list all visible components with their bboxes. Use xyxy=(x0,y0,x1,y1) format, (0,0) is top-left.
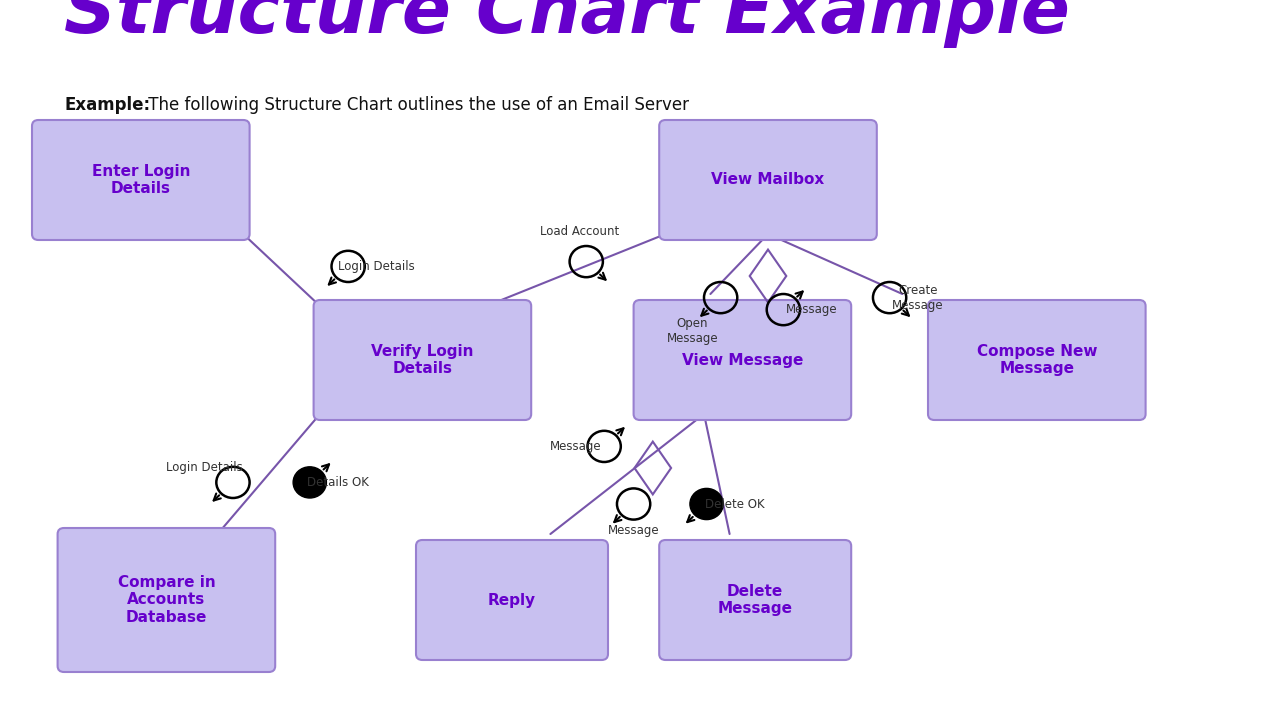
Text: Load Account: Load Account xyxy=(540,225,620,238)
Text: Message: Message xyxy=(786,303,837,316)
Text: Structure Chart Example: Structure Chart Example xyxy=(64,0,1070,48)
FancyBboxPatch shape xyxy=(32,120,250,240)
Circle shape xyxy=(690,488,723,520)
Text: Reply: Reply xyxy=(488,593,536,608)
Text: View Message: View Message xyxy=(682,353,803,367)
Text: Message: Message xyxy=(608,524,659,537)
Text: Details OK: Details OK xyxy=(307,476,369,489)
FancyBboxPatch shape xyxy=(659,120,877,240)
FancyBboxPatch shape xyxy=(634,300,851,420)
Text: Message: Message xyxy=(550,440,602,453)
FancyBboxPatch shape xyxy=(58,528,275,672)
Text: The following Structure Chart outlines the use of an Email Server: The following Structure Chart outlines t… xyxy=(143,96,690,114)
Text: Compose New
Message: Compose New Message xyxy=(977,344,1097,376)
FancyBboxPatch shape xyxy=(416,540,608,660)
Text: Delete
Message: Delete Message xyxy=(718,584,792,616)
Text: Delete OK: Delete OK xyxy=(705,498,764,510)
Text: Compare in
Accounts
Database: Compare in Accounts Database xyxy=(118,575,215,625)
Text: View Mailbox: View Mailbox xyxy=(712,173,824,187)
Text: Login Details: Login Details xyxy=(338,260,415,273)
Circle shape xyxy=(293,467,326,498)
Text: Enter Login
Details: Enter Login Details xyxy=(92,163,189,197)
Text: Verify Login
Details: Verify Login Details xyxy=(371,344,474,376)
Text: Open
Message: Open Message xyxy=(667,318,718,345)
FancyBboxPatch shape xyxy=(659,540,851,660)
Text: Example:: Example: xyxy=(64,96,150,114)
FancyBboxPatch shape xyxy=(314,300,531,420)
Text: Login Details: Login Details xyxy=(166,462,243,474)
FancyBboxPatch shape xyxy=(928,300,1146,420)
Text: Create
Message: Create Message xyxy=(892,284,943,312)
